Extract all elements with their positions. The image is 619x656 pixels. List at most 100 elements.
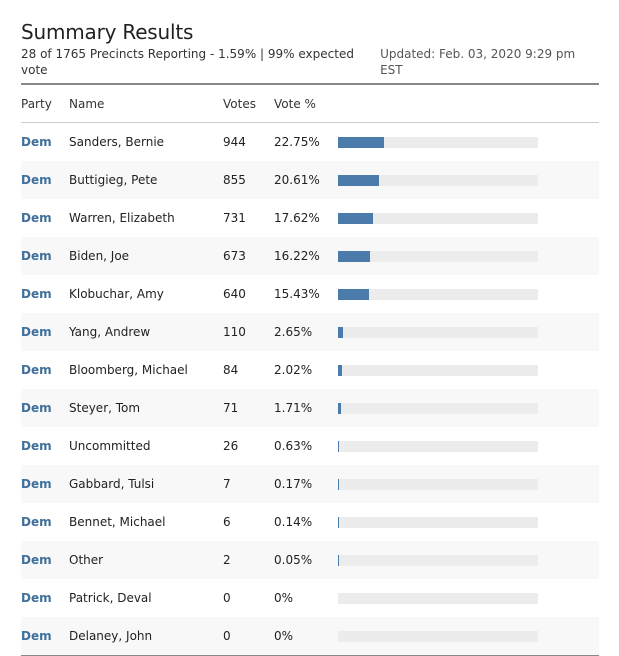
vote-percent: 2.65%	[274, 325, 313, 339]
candidate-name: Yang, Andrew	[69, 325, 151, 339]
party-label: Dem	[21, 439, 52, 453]
vote-count: 944	[223, 135, 246, 149]
vote-share-bar-fill	[338, 516, 339, 528]
vote-percent: 2.02%	[274, 363, 313, 377]
party-label: Dem	[21, 629, 52, 643]
vote-share-bar-fill	[338, 174, 380, 186]
candidate-name: Buttigieg, Pete	[69, 173, 158, 187]
vote-share-bar-fill	[338, 212, 374, 224]
table-row: Dem Warren, Elizabeth 731 17.62%	[21, 199, 599, 237]
vote-count: 71	[223, 401, 239, 415]
party-label: Dem	[21, 515, 52, 529]
vote-share-bar-fill	[338, 554, 339, 566]
vote-count: 84	[223, 363, 239, 377]
candidate-name: Biden, Joe	[69, 249, 130, 263]
vote-share-bar-track	[338, 136, 538, 148]
party-label: Dem	[21, 553, 52, 567]
party-label: Dem	[21, 325, 52, 339]
candidate-name: Delaney, John	[69, 629, 153, 643]
vote-percent: 0.63%	[274, 439, 313, 453]
party-label: Dem	[21, 211, 52, 225]
party-label: Dem	[21, 249, 52, 263]
vote-share-bar-fill	[338, 250, 371, 262]
table-row: Dem Gabbard, Tulsi 7 0.17%	[21, 465, 599, 503]
vote-share-bar-fill	[338, 288, 369, 300]
vote-percent: 0.05%	[274, 553, 313, 567]
vote-share-bar-track	[338, 516, 538, 528]
vote-percent: 16.22%	[274, 249, 320, 263]
vote-percent: 22.75%	[274, 135, 320, 149]
column-header-votes: Votes	[223, 96, 256, 111]
candidate-name: Sanders, Bernie	[69, 135, 165, 149]
vote-share-bar-track	[338, 440, 538, 452]
table-row: Dem Bennet, Michael 6 0.14%	[21, 503, 599, 541]
table-row: Dem Klobuchar, Amy 640 15.43%	[21, 275, 599, 313]
column-header-name: Name	[69, 96, 105, 111]
vote-share-bar-track	[338, 554, 538, 566]
table-row: Dem Yang, Andrew 110 2.65%	[21, 313, 599, 351]
table-header: Party Name Votes Vote %	[21, 85, 599, 123]
vote-share-bar-track	[338, 402, 538, 414]
results-table-body: Dem Sanders, Bernie 944 22.75% Dem Buttigieg,…	[21, 123, 599, 655]
table-row: Dem Uncommitted 26 0.63%	[21, 427, 599, 465]
vote-count: 0	[223, 629, 231, 643]
table-row: Dem Sanders, Bernie 944 22.75%	[21, 123, 599, 161]
vote-share-bar-track	[338, 288, 538, 300]
table-row: Dem Delaney, John 0 0%	[21, 617, 599, 655]
vote-percent: 0.17%	[274, 477, 313, 491]
vote-count: 2	[223, 553, 231, 567]
vote-share-bar-track	[338, 630, 538, 642]
vote-share-bar-track	[338, 326, 538, 338]
reporting-status: 28 of 1765 Precincts Reporting - 1.59% |…	[21, 47, 354, 77]
candidate-name: Patrick, Deval	[69, 591, 152, 605]
candidate-name: Bennet, Michael	[69, 515, 166, 529]
table-row: Dem Buttigieg, Pete 855 20.61%	[21, 161, 599, 199]
vote-share-bar-fill	[338, 440, 340, 452]
vote-share-bar-fill	[338, 478, 339, 490]
party-label: Dem	[21, 401, 52, 415]
column-header-vote-pct: Vote %	[274, 96, 316, 111]
candidate-name: Uncommitted	[69, 439, 151, 453]
table-row: Dem Biden, Joe 673 16.22%	[21, 237, 599, 275]
party-label: Dem	[21, 173, 52, 187]
candidate-name: Steyer, Tom	[69, 401, 141, 415]
vote-share-bar-track	[338, 364, 538, 376]
vote-count: 731	[223, 211, 246, 225]
table-row: Dem Patrick, Deval 0 0%	[21, 579, 599, 617]
candidate-name: Klobuchar, Amy	[69, 287, 164, 301]
vote-count: 26	[223, 439, 239, 453]
vote-share-bar-fill	[338, 402, 342, 414]
party-label: Dem	[21, 287, 52, 301]
vote-percent: 20.61%	[274, 173, 320, 187]
table-row: Dem Bloomberg, Michael 84 2.02%	[21, 351, 599, 389]
candidate-name: Other	[69, 553, 104, 567]
vote-count: 0	[223, 591, 231, 605]
vote-percent: 0%	[274, 591, 294, 605]
updated-timestamp: Updated: Feb. 03, 2020 9:29 pm EST	[380, 47, 576, 77]
table-row: Dem Steyer, Tom 71 1.71%	[21, 389, 599, 427]
vote-share-bar-fill	[338, 136, 384, 148]
vote-share-bar-track	[338, 592, 538, 604]
candidate-name: Gabbard, Tulsi	[69, 477, 155, 491]
vote-count: 640	[223, 287, 246, 301]
summary-results-panel: Summary Results 28 of 1765 Precincts Rep…	[21, 0, 599, 656]
party-label: Dem	[21, 477, 52, 491]
vote-share-bar-track	[338, 212, 538, 224]
table-row: Dem Other 2 0.05%	[21, 541, 599, 579]
vote-share-bar-fill	[338, 364, 343, 376]
candidate-name: Bloomberg, Michael	[69, 363, 188, 377]
party-label: Dem	[21, 135, 52, 149]
vote-percent: 0.14%	[274, 515, 313, 529]
column-header-party: Party	[21, 96, 52, 111]
vote-count: 7	[223, 477, 231, 491]
page-title: Summary Results	[21, 20, 194, 44]
vote-share-bar-track	[338, 250, 538, 262]
candidate-name: Warren, Elizabeth	[69, 211, 175, 225]
vote-count: 673	[223, 249, 246, 263]
status-line: 28 of 1765 Precincts Reporting - 1.59% |…	[21, 46, 599, 78]
party-label: Dem	[21, 591, 52, 605]
party-label: Dem	[21, 363, 52, 377]
vote-share-bar-track	[338, 174, 538, 186]
vote-count: 110	[223, 325, 246, 339]
header-divider	[21, 83, 599, 85]
